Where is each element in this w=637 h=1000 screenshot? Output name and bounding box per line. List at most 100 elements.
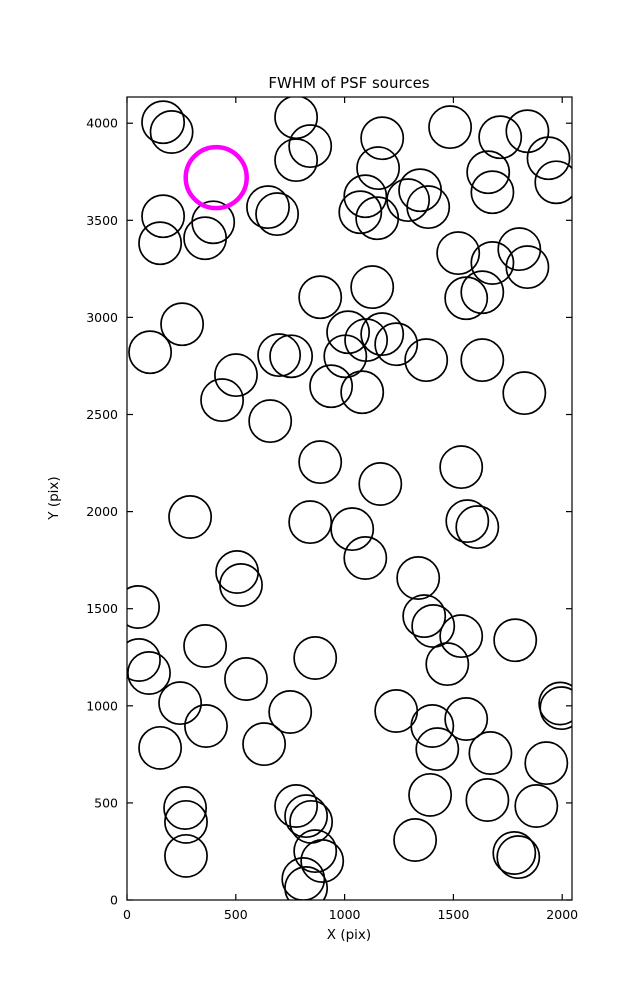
psf-circle	[496, 835, 541, 880]
psf-circle	[470, 241, 515, 285]
psf-circle	[360, 312, 405, 357]
psf-circle	[183, 624, 228, 668]
psf-circle	[340, 370, 385, 415]
psf-circle	[436, 231, 481, 276]
psf-circle	[470, 170, 515, 215]
psf-circle	[300, 839, 345, 883]
psf-circle	[158, 681, 203, 726]
psf-circle	[164, 833, 208, 878]
psf-circle	[428, 105, 473, 150]
psf-circle	[298, 275, 343, 320]
psf-circle	[127, 651, 171, 695]
psf-circle	[163, 786, 208, 830]
psf-circle	[493, 618, 538, 663]
psf-circle	[127, 585, 161, 629]
psf-circle	[248, 399, 293, 444]
psf-circle	[460, 270, 505, 315]
psf-circle	[257, 333, 302, 378]
psf-circle	[444, 276, 489, 321]
psf-circle	[497, 227, 542, 272]
psf-circle	[127, 638, 161, 682]
psf-circle	[415, 727, 460, 772]
psf-circle	[526, 136, 571, 181]
psf-circle	[460, 338, 505, 383]
y-tick-label: 2000	[86, 504, 118, 519]
psf-circle	[246, 185, 290, 230]
psf-circle	[288, 124, 333, 169]
psf-circle	[466, 150, 511, 195]
psf-circle	[439, 614, 484, 659]
psf-circle	[406, 185, 451, 230]
psf-circle	[284, 794, 329, 839]
psf-circle	[160, 302, 205, 347]
psf-circle	[534, 160, 572, 205]
psf-circle	[343, 174, 388, 219]
psf-circle	[350, 265, 395, 310]
psf-circle	[219, 563, 263, 607]
psf-circle	[514, 784, 559, 828]
psf-circle	[309, 364, 354, 409]
x-tick-label: 500	[224, 907, 248, 922]
psf-circle	[268, 690, 313, 734]
chart-title: FWHM of PSF sources	[268, 74, 429, 92]
psf-circle	[338, 190, 383, 235]
plot-area	[127, 97, 572, 900]
psf-circle	[455, 505, 500, 550]
psf-circle	[200, 378, 245, 423]
psf-circle	[465, 778, 510, 822]
psf-circle	[164, 799, 208, 844]
psf-circles-layer	[127, 97, 572, 900]
y-tick-label: 1000	[86, 698, 118, 713]
psf-circle	[425, 642, 470, 687]
psf-circle	[478, 115, 523, 160]
psf-circle	[502, 371, 547, 416]
psf-circle	[402, 594, 447, 639]
psf-circle	[539, 686, 572, 731]
y-tick-label: 3500	[86, 213, 118, 228]
psf-circle	[128, 330, 173, 375]
y-tick-label: 1500	[86, 601, 118, 616]
y-tick-label: 500	[94, 795, 118, 810]
highlighted-psf-circle	[183, 144, 249, 211]
psf-circle	[323, 334, 368, 379]
y-tick-label: 0	[110, 893, 118, 908]
psf-circle	[538, 681, 572, 726]
x-tick-label: 1500	[437, 907, 469, 922]
psf-circle	[138, 221, 183, 266]
psf-circle	[444, 697, 489, 741]
psf-circle	[408, 772, 453, 817]
psf-circle	[141, 100, 186, 145]
psf-circle	[360, 116, 405, 161]
y-tick-label: 4000	[86, 116, 118, 131]
psf-circle	[284, 866, 329, 900]
psf-circle	[374, 322, 419, 367]
psf-circle	[293, 636, 338, 680]
y-tick-label: 2500	[86, 407, 118, 422]
psf-circle	[326, 310, 371, 355]
y-axis-label: Y (pix)	[46, 476, 62, 520]
psf-circle	[330, 507, 375, 552]
psf-circle	[358, 462, 403, 506]
psf-circle	[224, 657, 268, 701]
psf-circle	[396, 556, 441, 600]
psf-circle	[439, 445, 484, 490]
psf-circle	[404, 338, 449, 383]
psf-circle	[468, 731, 513, 775]
psf-circle	[183, 216, 228, 261]
psf-circle	[141, 194, 186, 239]
psf-circle	[269, 334, 314, 379]
x-tick-label: 1000	[329, 907, 361, 922]
psf-circle	[293, 829, 338, 874]
psf-circle	[410, 704, 455, 748]
psf-circle	[524, 741, 569, 786]
psf-circle	[255, 192, 300, 237]
psf-circle	[411, 604, 456, 648]
x-tick-label: 2000	[546, 907, 578, 922]
axes-frame	[126, 96, 573, 901]
ticks-layer: 0 500 1000 1500 2000 0 500 1000 1500 2000 2500 3000…	[86, 97, 578, 922]
psf-circle	[505, 245, 550, 290]
psf-circle	[214, 353, 258, 398]
psf-circle	[356, 146, 401, 191]
x-axis-label: X (pix)	[327, 927, 371, 943]
